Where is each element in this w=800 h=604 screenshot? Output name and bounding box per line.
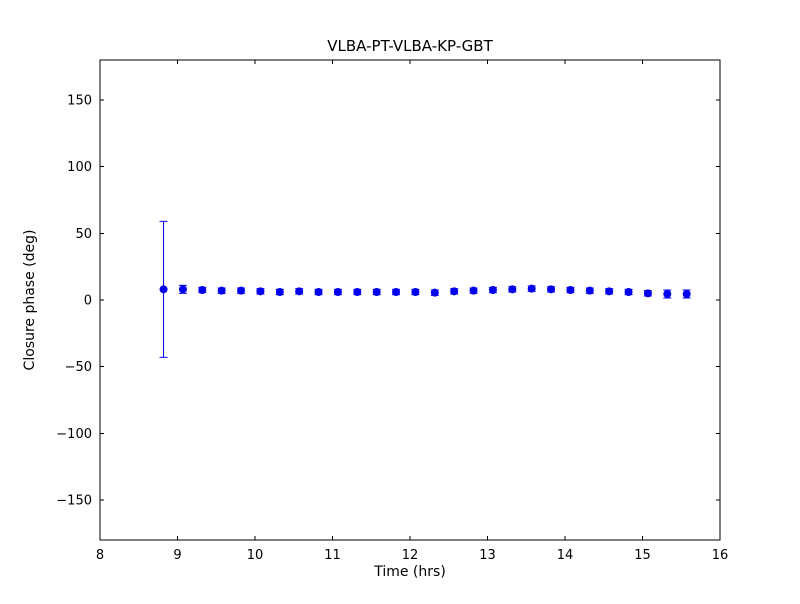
data-point: [605, 287, 614, 296]
data-point: [198, 286, 207, 294]
data-point: [469, 286, 478, 295]
data-point: [217, 286, 226, 295]
x-tick-label: 16: [712, 548, 729, 563]
data-point: [353, 288, 362, 296]
data-point: [237, 286, 246, 295]
x-tick-label: 10: [247, 548, 264, 563]
data-point: [411, 288, 420, 296]
x-tick-label: 14: [557, 548, 574, 563]
y-tick-label: 0: [84, 294, 92, 309]
data-point: [392, 288, 401, 296]
data-point: [450, 287, 459, 296]
x-tick-label: 12: [402, 548, 419, 563]
data-point: [430, 288, 439, 297]
data-point: [295, 287, 304, 296]
data-point: [159, 285, 168, 294]
x-tick-label: 15: [634, 548, 651, 563]
chart-title: VLBA-PT-VLBA-KP-GBT: [327, 37, 493, 55]
data-point: [547, 285, 556, 294]
y-axis-label: Closure phase (deg): [22, 230, 38, 371]
x-tick-label: 11: [324, 548, 341, 563]
data-point: [178, 285, 187, 294]
data-point: [663, 290, 672, 298]
data-point: [488, 286, 497, 294]
data-point: [372, 288, 381, 296]
axes-frame: [99, 59, 721, 541]
x-tick-label: 8: [96, 548, 104, 563]
data-point: [585, 286, 594, 295]
data-point: [643, 289, 652, 298]
y-tick-label: 50: [75, 227, 92, 242]
y-tick-label: −150: [56, 494, 92, 509]
plot-layer: 8 9 10 11 12 13 14 15 16 −150 −100 −50 0 50 100 150: [56, 59, 729, 563]
data-point: [275, 288, 284, 296]
x-tick-label: 13: [479, 548, 496, 563]
data-point: [508, 285, 517, 294]
data-point: [333, 288, 342, 296]
data-point: [624, 288, 633, 296]
y-tick-label: 150: [67, 94, 92, 109]
data-point: [256, 287, 265, 296]
data-point: [527, 284, 536, 293]
y-tick-label: 100: [67, 160, 92, 175]
y-tick-label: −100: [56, 427, 92, 442]
y-tick-label: −50: [65, 360, 92, 375]
x-tick-label: 9: [173, 548, 181, 563]
data-point: [682, 290, 691, 298]
data-point: [566, 286, 575, 294]
x-axis-label: Time (hrs): [373, 564, 446, 580]
data-point: [314, 288, 323, 296]
